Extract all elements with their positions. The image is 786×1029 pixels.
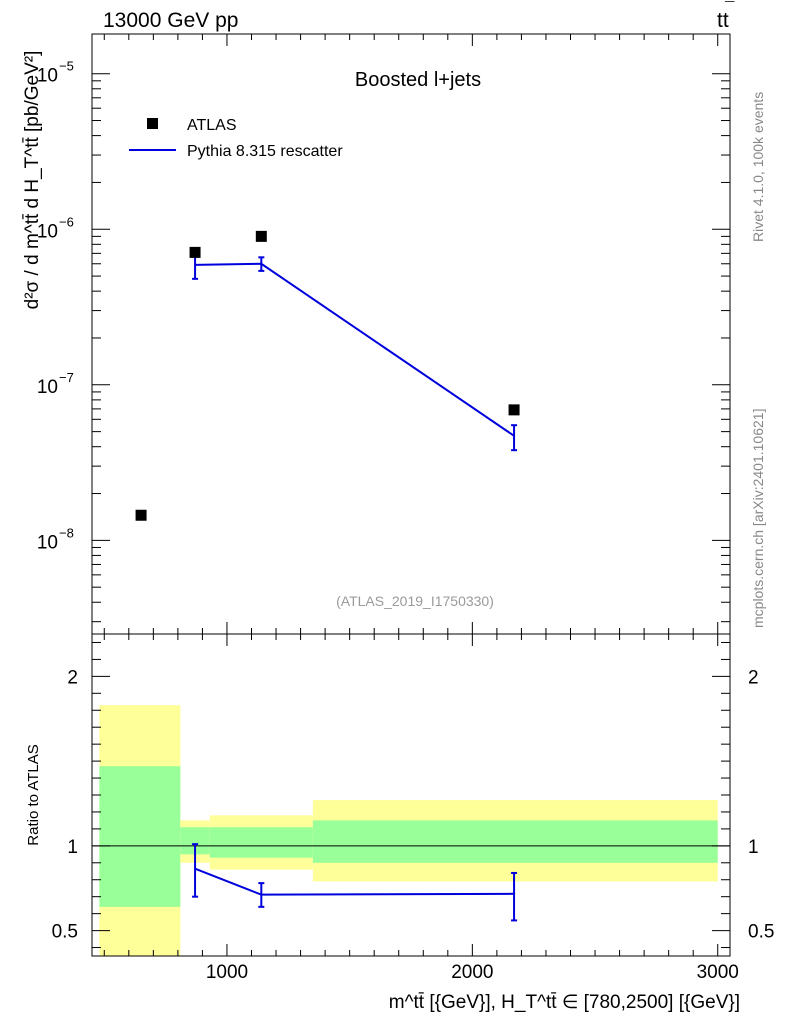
plot-title: Boosted l+jets	[355, 69, 481, 91]
y-tick-label: 10	[37, 532, 58, 553]
band-inner-0	[99, 766, 181, 907]
mc-line	[195, 262, 515, 437]
ratio-y-tick-label-right: 2	[748, 667, 759, 688]
band-inner-3	[312, 820, 718, 863]
legend-mc-label: Pythia 8.315 rescatter	[187, 143, 343, 160]
y-tick-label: 10	[37, 221, 58, 242]
x-tick-label: 2000	[451, 962, 493, 983]
x-tick-label: 1000	[206, 962, 248, 983]
band-inner-2	[209, 827, 313, 858]
process-label: tt	[717, 9, 729, 32]
main-ylabel: d²σ / d m^tt̄ d H_T^tt̄ [pb/GeV²]	[22, 51, 43, 310]
ratio-y-tick-label: 0.5	[52, 922, 78, 943]
y-tick-label-exp: −5	[59, 59, 74, 74]
y-tick-label-exp: −6	[59, 214, 74, 229]
y-tick-label-exp: −7	[59, 370, 74, 385]
ratio-y-tick-label-right: 1	[748, 837, 759, 858]
ratio-y-tick-label-right: 0.5	[748, 922, 774, 943]
rivet-label: Rivet 4.1.0, 100k events	[750, 92, 766, 242]
main-panel: 10−810−710−610−5	[37, 33, 731, 635]
y-tick-label: 10	[37, 66, 58, 87]
x-axis-label: m^tt̄ [{GeV}], H_T^tt̄ ∈ [780,2500] [{Ge…	[389, 992, 740, 1013]
analysis-watermark: (ATLAS_2019_I1750330)	[336, 593, 494, 609]
ratio-ylabel: Ratio to ATLAS	[25, 744, 42, 845]
atlas-data-point	[189, 246, 201, 258]
legend-atlas-label: ATLAS	[187, 117, 237, 134]
x-tick-label: 3000	[697, 962, 739, 983]
atlas-data-point	[255, 230, 267, 242]
y-tick-label-exp: −8	[59, 525, 74, 540]
source-label: mcplots.cern.ch [arXiv:2401.10621]	[750, 409, 766, 628]
y-tick-label: 10	[37, 377, 58, 398]
ratio-frame	[91, 633, 731, 957]
legend-atlas-marker	[147, 118, 158, 129]
atlas-data-point	[135, 509, 147, 521]
ratio-y-tick-label: 2	[67, 667, 78, 688]
atlas-data-point	[508, 404, 520, 416]
ratio-panel: 1000 2000 3000 0.5 0.5 1 1 2 2	[52, 633, 774, 983]
ratio-y-tick-label: 1	[67, 837, 78, 858]
collision-label: 13000 GeV pp	[103, 9, 238, 32]
process-bar: ¯	[724, 0, 735, 18]
